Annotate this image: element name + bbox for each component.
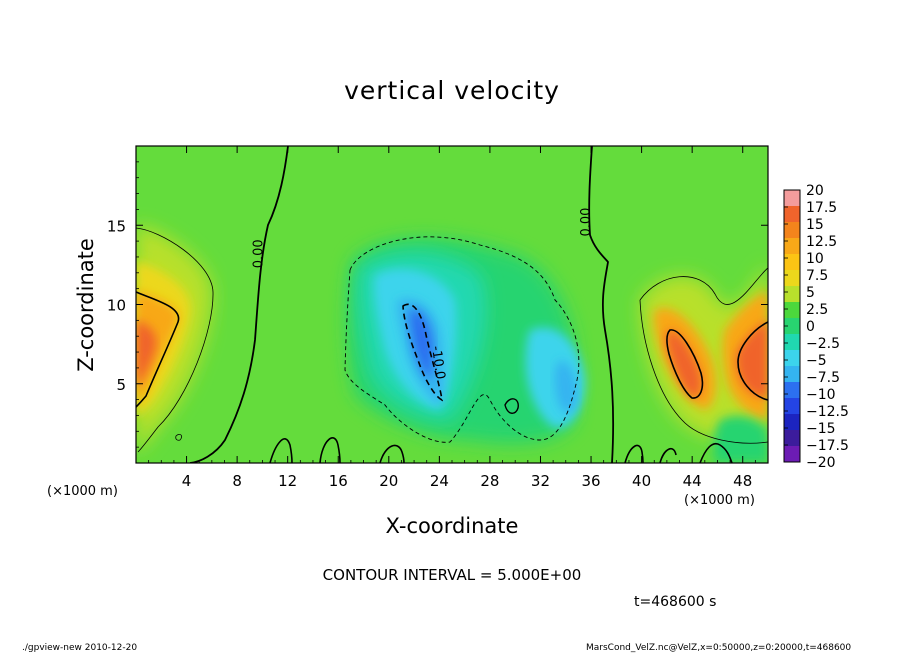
contour-label: 0.00 bbox=[579, 208, 594, 237]
colorbar-label: 20 bbox=[806, 183, 824, 199]
colorbar-label: 0 bbox=[806, 319, 815, 335]
colorbar-label: 12.5 bbox=[806, 234, 837, 250]
updraft-right-base bbox=[713, 415, 768, 463]
colorbar-label: −12.5 bbox=[806, 404, 849, 420]
x-tick-label: 44 bbox=[683, 472, 702, 490]
x-tick-label: 4 bbox=[182, 472, 192, 490]
zero-contour-base-a bbox=[269, 438, 293, 463]
colorbar-label: 15 bbox=[806, 217, 824, 233]
colorbar-swatch bbox=[784, 318, 800, 335]
zero-contour-base-f bbox=[699, 443, 733, 463]
x-tick-label: 28 bbox=[480, 472, 499, 490]
colorbar-swatch bbox=[784, 366, 800, 383]
updraft-left-inner bbox=[136, 290, 179, 406]
contour-10-right-a bbox=[666, 329, 704, 399]
x-tick-label: 16 bbox=[329, 472, 348, 490]
colorbar-label: −17.5 bbox=[806, 438, 849, 454]
colorbar-label: 5 bbox=[806, 285, 815, 301]
colorbar-swatch bbox=[784, 414, 800, 431]
contour-5-left bbox=[136, 227, 214, 453]
x-tick-label: 12 bbox=[278, 472, 297, 490]
y-axis-label: Z-coordinate bbox=[74, 238, 98, 372]
colorbar-swatch bbox=[784, 222, 800, 239]
time-stamp: t=468600 s bbox=[634, 594, 717, 610]
colorbar-label: 17.5 bbox=[806, 200, 837, 216]
updraft-right-a-core bbox=[666, 329, 702, 398]
colorbar-label: −15 bbox=[806, 421, 836, 437]
colorbar-swatch bbox=[784, 254, 800, 271]
zero-contour-right bbox=[588, 146, 615, 463]
contour-label: 0.00 bbox=[251, 239, 266, 268]
zero-contour-base-b bbox=[319, 437, 341, 463]
colorbar-swatch bbox=[784, 206, 800, 223]
y-tick-label: 10 bbox=[107, 297, 126, 315]
contour-10-left bbox=[136, 291, 180, 408]
footer-left-text: ./gpview-new 2010-12-20 bbox=[22, 643, 138, 653]
colorbar-swatch bbox=[784, 430, 800, 447]
x-tick-label: 48 bbox=[733, 472, 752, 490]
x-tick-label: 20 bbox=[379, 472, 398, 490]
contour-minus5 bbox=[344, 236, 580, 443]
colorbar-label: −10 bbox=[806, 387, 836, 403]
colorbar-label: 2.5 bbox=[806, 302, 828, 318]
field-layer bbox=[136, 225, 768, 463]
x-tick-label: 24 bbox=[430, 472, 449, 490]
x-axis-label: X-coordinate bbox=[385, 514, 519, 538]
colorbar-swatch bbox=[784, 190, 800, 207]
x-tick-label: 40 bbox=[632, 472, 651, 490]
colorbar-label: 10 bbox=[806, 251, 824, 267]
chart-title: vertical velocity bbox=[344, 76, 560, 105]
contour-10-right-b bbox=[737, 321, 768, 401]
zero-contour-left bbox=[189, 146, 289, 463]
y-tick-label: 5 bbox=[116, 376, 126, 394]
footer-right-text: MarsCond_VelZ.nc@VelZ,x=0:50000,z=0:2000… bbox=[586, 643, 852, 653]
contour-5-right-bottom bbox=[639, 299, 768, 444]
updraft-right-b-core bbox=[736, 320, 768, 398]
zero-contour-base-d bbox=[624, 444, 644, 463]
x-tick-label: 8 bbox=[232, 472, 242, 490]
contour-5-right-top bbox=[639, 267, 768, 305]
contour-labels: 0.00 0.00 -10.0 bbox=[251, 208, 593, 381]
colorbar-swatch bbox=[784, 270, 800, 287]
y-tick-label: 15 bbox=[107, 217, 126, 235]
zero-contour-base-e bbox=[659, 447, 677, 463]
colorbar-label: −2.5 bbox=[806, 336, 840, 352]
zero-contour-small-loop bbox=[504, 398, 519, 414]
colorbar-label: −20 bbox=[806, 455, 836, 471]
x-unit-left: (×1000 m) bbox=[47, 484, 118, 499]
colorbar-swatch bbox=[784, 302, 800, 319]
x-tick-label: 36 bbox=[581, 472, 600, 490]
colorbar-swatch bbox=[784, 398, 800, 415]
colorbar: 2017.51512.5107.552.50−2.5−5−7.5−10−12.5… bbox=[783, 183, 849, 471]
updraft-left-core bbox=[136, 320, 157, 388]
contour-tiny-loop bbox=[175, 433, 183, 441]
colorbar-label: −5 bbox=[806, 353, 827, 369]
x-unit-right: (×1000 m) bbox=[684, 493, 755, 508]
x-tick-label: 32 bbox=[531, 472, 550, 490]
colorbar-swatch bbox=[784, 286, 800, 303]
colorbar-swatch bbox=[784, 350, 800, 367]
colorbar-label: 7.5 bbox=[806, 268, 828, 284]
contour-layer bbox=[136, 146, 768, 463]
contour-label: -10.0 bbox=[428, 345, 448, 380]
contour-interval-text: CONTOUR INTERVAL = 5.000E+00 bbox=[322, 566, 582, 584]
downdraft-core-strong bbox=[409, 309, 434, 380]
colorbar-swatch bbox=[784, 446, 800, 463]
zero-contour-base-c bbox=[379, 444, 405, 463]
colorbar-swatch bbox=[784, 382, 800, 399]
colorbar-label: −7.5 bbox=[806, 370, 840, 386]
colorbar-swatch bbox=[784, 238, 800, 255]
contour-minus10 bbox=[402, 303, 443, 402]
colorbar-swatch bbox=[784, 334, 800, 351]
